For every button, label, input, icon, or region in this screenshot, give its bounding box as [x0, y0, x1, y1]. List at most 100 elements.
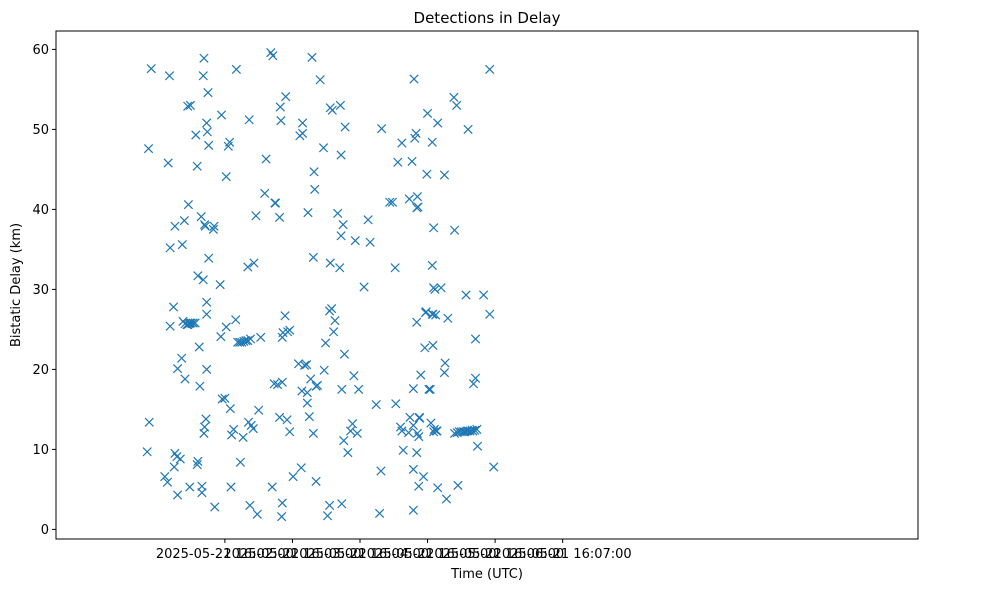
data-point [335, 263, 345, 273]
data-point [339, 349, 350, 359]
data-point [420, 343, 430, 353]
data-point [297, 118, 308, 128]
data-point [335, 100, 346, 111]
x-tick-label: 2025-05-21 16:02:00 [156, 547, 294, 562]
data-point [453, 480, 463, 491]
data-point [209, 221, 219, 231]
data-point [281, 91, 291, 102]
data-point [329, 327, 339, 337]
data-point [433, 118, 443, 128]
y-axis-ticks: 0 10 20 30 40 50 60 [32, 43, 56, 538]
y-tick-label: 20 [32, 363, 49, 378]
data-point [172, 363, 183, 374]
data-point [202, 118, 212, 128]
data-point [433, 483, 443, 493]
data-point [231, 315, 241, 325]
data-point [202, 127, 212, 137]
y-tick-label: 60 [32, 43, 49, 58]
data-point [165, 243, 175, 253]
x-tick-label: 2025-05-21 16:06:00 [426, 547, 564, 562]
data-point [408, 420, 418, 431]
data-point [277, 498, 287, 508]
data-point [376, 466, 386, 476]
data-point [304, 411, 314, 422]
data-point [326, 303, 337, 314]
data-point [245, 334, 256, 344]
data-point [165, 321, 175, 331]
data-point [193, 456, 203, 467]
data-point [414, 481, 424, 491]
data-point [249, 258, 259, 268]
data-point [220, 393, 230, 403]
data-point [192, 161, 202, 171]
data-point [251, 211, 261, 221]
plot-frame [55, 30, 919, 540]
data-point [470, 373, 481, 383]
data-point [337, 384, 347, 395]
y-tick-label: 40 [32, 203, 49, 218]
data-point [307, 52, 317, 63]
data-point [393, 157, 403, 167]
y-tick-label: 10 [32, 443, 49, 458]
data-point [363, 215, 373, 225]
data-point [302, 387, 312, 398]
data-point [416, 370, 426, 380]
data-point [430, 284, 440, 295]
data-point [404, 194, 414, 204]
data-point [164, 71, 175, 81]
data-point [407, 156, 417, 167]
data-point [143, 143, 154, 154]
data-point [245, 500, 255, 511]
data-point [340, 122, 350, 132]
data-point [345, 426, 356, 436]
data-point [302, 359, 312, 370]
data-point [186, 318, 196, 328]
data-point [183, 101, 193, 111]
data-point [428, 309, 438, 319]
data-point [175, 454, 185, 464]
data-point [412, 447, 422, 458]
data-point [325, 258, 335, 268]
data-point [408, 464, 418, 475]
data-point [202, 297, 212, 307]
x-tick-label: 2025-05-21 16:04:00 [291, 547, 429, 562]
data-point [288, 471, 298, 482]
data-point [451, 100, 462, 111]
data-point [322, 511, 333, 521]
data-point [412, 428, 423, 439]
x-tick-label: 2025-05-21 16:03:00 [223, 547, 361, 562]
data-point [390, 263, 400, 273]
data-point [169, 462, 179, 472]
data-point [217, 394, 227, 404]
data-point [374, 508, 385, 519]
data-point [243, 262, 253, 272]
data-point [195, 381, 205, 391]
data-point [319, 365, 329, 375]
data-point [489, 462, 499, 472]
data-point [225, 403, 235, 414]
data-point [352, 428, 362, 439]
data-point [299, 360, 310, 371]
data-point [443, 313, 453, 323]
data-point [336, 231, 346, 241]
data-point [185, 482, 195, 492]
data-point [412, 317, 422, 327]
data-point [425, 384, 435, 395]
data-point [199, 422, 210, 432]
chart-title: Detections in Delay [414, 9, 561, 27]
data-point [221, 322, 231, 332]
data-point [297, 386, 307, 396]
data-point [162, 477, 173, 487]
data-point [371, 399, 381, 410]
data-point [190, 318, 200, 328]
data-point [280, 311, 290, 321]
data-point [275, 102, 285, 112]
data-point [201, 414, 211, 424]
y-tick-label: 0 [41, 523, 49, 538]
data-point [177, 239, 187, 250]
data-point [485, 309, 495, 319]
data-point [238, 432, 248, 443]
data-point [310, 184, 320, 195]
